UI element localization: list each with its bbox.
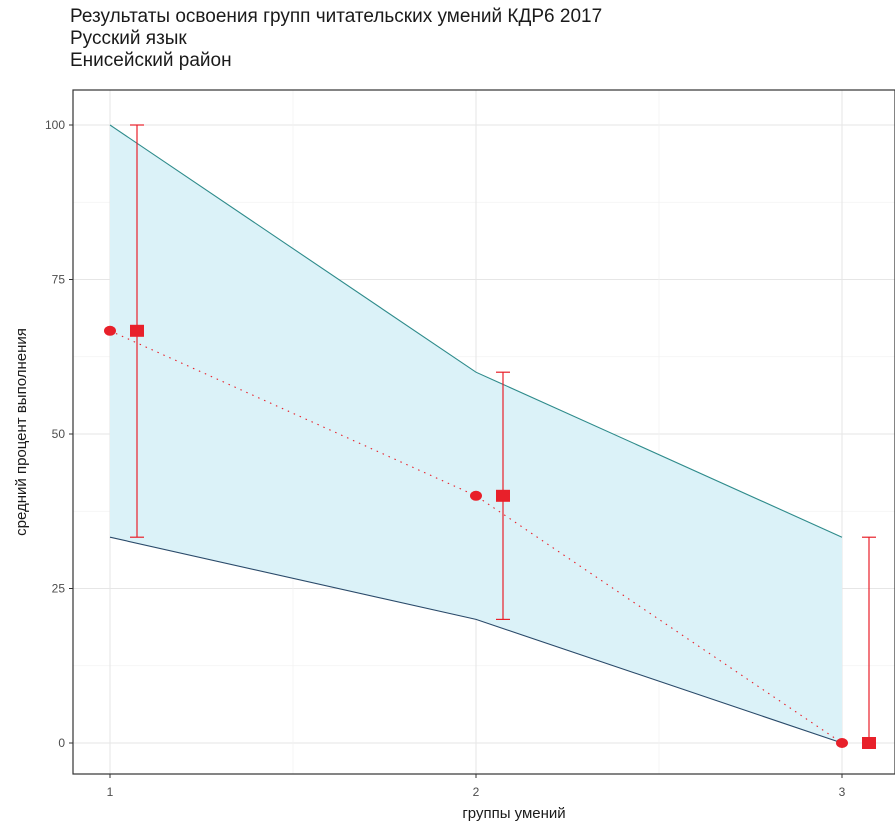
range-band-lower-line [109,536,843,744]
x-axis-title: группы умений [462,805,565,822]
chart-title: Результаты освоения групп читательских у… [70,6,603,27]
series-circle-point [836,738,848,748]
chart-subtitle-region: Енисейский район [70,50,232,71]
x-tick-label: 3 [839,785,846,799]
x-tick-label: 2 [473,785,480,799]
x-tick-label: 1 [107,785,114,799]
range-band [109,124,843,744]
series-circle-point [104,325,116,336]
y-tick-label: 50 [52,427,66,441]
chart-title-block: Результаты освоения групп читательских у… [70,6,602,72]
series-square-point [130,324,144,337]
y-tick-label: 75 [52,273,66,287]
axis-ticks: 0 25 50 75 100 1 2 3 [45,118,846,799]
series-square-point [862,737,876,749]
series-circle-point [470,490,482,501]
chart-subtitle-subject: Русский язык [70,28,187,49]
range-band-area [110,125,842,743]
y-tick-label: 100 [45,118,65,132]
series-dotted-line [109,330,843,744]
range-band-upper-line [109,124,843,538]
y-tick-label: 0 [58,736,65,750]
series-layer [104,124,876,749]
series-square-point [496,489,510,502]
y-axis-title: средний процент выполнения [13,328,30,536]
y-tick-label: 25 [52,582,66,596]
plot-panel-border [72,89,895,775]
